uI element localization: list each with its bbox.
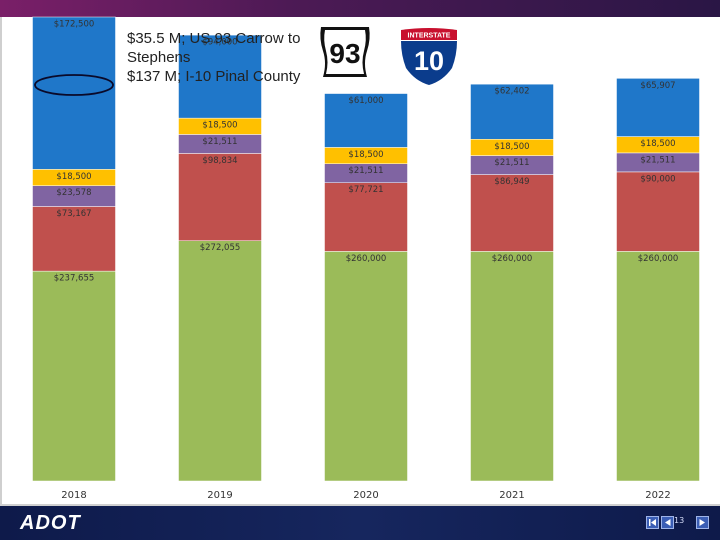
annotation-line-3: $137 M; I-10 Pinal County xyxy=(127,68,301,85)
value-label-green-2020: $260,000 xyxy=(346,254,387,264)
value-label-green-2019: $272,055 xyxy=(200,243,241,253)
bar-green-2019 xyxy=(178,240,262,482)
adot-logo: ADOT xyxy=(20,512,81,534)
bottom-footer-bar: ADOT 13 xyxy=(0,504,720,540)
category-label-2019: 2019 xyxy=(207,490,232,501)
first-slide-button[interactable] xyxy=(646,516,659,529)
page-number: 13 xyxy=(674,516,685,525)
bar-blue-2021 xyxy=(470,83,554,140)
value-label-red-2019: $98,834 xyxy=(202,156,237,166)
us-route-number: 93 xyxy=(329,38,360,69)
value-label-red-2020: $77,721 xyxy=(348,185,383,195)
highlight-ellipse xyxy=(34,74,114,96)
category-label-2018: 2018 xyxy=(61,490,86,501)
value-label-yellow-2022: $18,500 xyxy=(640,139,675,149)
us-93-shield-icon: 93 xyxy=(320,27,370,77)
value-label-purple-2020: $21,511 xyxy=(348,166,383,176)
bar-red-2020 xyxy=(324,182,408,252)
value-label-yellow-2021: $18,500 xyxy=(494,142,529,152)
bar-blue-2018 xyxy=(32,16,116,170)
annotation-line-1: $35.5 M; US 93 Carrow to xyxy=(127,30,301,47)
stacked-bar-chart: $237,655 $73,167 $23,578 $18,500 $172,500 $27… xyxy=(32,16,700,501)
skip-back-icon xyxy=(649,519,656,526)
value-label-yellow-2019: $18,500 xyxy=(202,121,237,131)
value-label-green-2018: $237,655 xyxy=(54,274,95,284)
bar-red-2019 xyxy=(178,153,262,241)
bar-blue-2020 xyxy=(324,93,408,148)
bar-blue-2022 xyxy=(616,78,700,137)
category-labels-layer: 2018 2019 2020 2021 2022 xyxy=(61,490,670,501)
value-label-red-2018: $73,167 xyxy=(56,209,91,219)
value-label-purple-2021: $21,511 xyxy=(494,158,529,168)
value-labels-layer: $237,655 $73,167 $23,578 $18,500 $172,500 $27… xyxy=(54,20,679,284)
previous-slide-button[interactable] xyxy=(661,516,674,529)
bars-layer xyxy=(32,16,700,482)
interstate-label: INTERSTATE xyxy=(408,33,451,40)
next-slide-button[interactable] xyxy=(696,516,709,529)
value-label-yellow-2020: $18,500 xyxy=(348,150,383,160)
value-label-purple-2019: $21,511 xyxy=(202,137,237,147)
category-label-2022: 2022 xyxy=(645,490,670,501)
bar-green-2020 xyxy=(324,251,408,482)
value-label-blue-2022: $65,907 xyxy=(640,81,675,91)
bar-green-2022 xyxy=(616,251,700,482)
value-label-red-2021: $86,949 xyxy=(494,177,529,187)
top-title-bar xyxy=(0,0,720,17)
value-label-blue-2021: $62,402 xyxy=(494,87,529,97)
bar-green-2021 xyxy=(470,251,554,482)
bar-red-2021 xyxy=(470,174,554,252)
value-label-yellow-2018: $18,500 xyxy=(56,172,91,182)
value-label-blue-2018: $172,500 xyxy=(54,20,95,30)
value-label-green-2021: $260,000 xyxy=(492,254,533,264)
bar-red-2022 xyxy=(616,171,700,252)
value-label-purple-2022: $21,511 xyxy=(640,155,675,165)
interstate-10-shield-icon: INTERSTATE 10 xyxy=(398,26,460,88)
interstate-route-number: 10 xyxy=(414,46,444,76)
value-label-green-2022: $260,000 xyxy=(638,254,679,264)
value-label-purple-2018: $23,578 xyxy=(56,188,91,198)
arrow-left-icon xyxy=(665,519,671,526)
annotation-line-2: Stephens xyxy=(127,49,191,66)
value-label-blue-2019: $94,000 xyxy=(202,38,237,48)
project-annotation: $35.5 M; US 93 Carrow to Stephens $137 M… xyxy=(127,29,300,86)
bar-blue-2019 xyxy=(178,34,262,119)
category-label-2020: 2020 xyxy=(353,490,378,501)
value-label-blue-2020: $61,000 xyxy=(348,96,383,106)
category-label-2021: 2021 xyxy=(499,490,524,501)
left-rule xyxy=(0,17,2,504)
bar-green-2018 xyxy=(32,270,116,482)
arrow-right-icon xyxy=(699,519,705,526)
value-label-red-2022: $90,000 xyxy=(640,174,675,184)
